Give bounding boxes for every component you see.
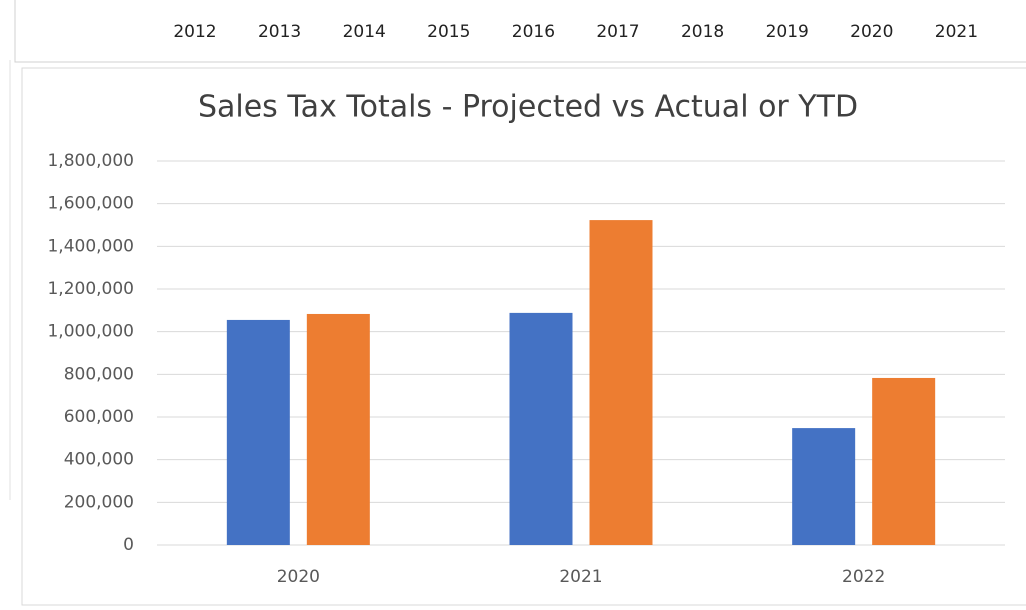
year-button[interactable]: 2016 (512, 22, 555, 42)
y-tick-label: 1,200,000 (47, 279, 134, 299)
bar (589, 220, 653, 546)
year-slicer (14, 0, 1026, 63)
x-tick-label: 2021 (559, 567, 602, 587)
year-button[interactable]: 2014 (343, 22, 386, 42)
bar (509, 312, 573, 545)
year-button[interactable]: 2018 (681, 22, 724, 42)
chart-title: Sales Tax Totals - Projected vs Actual o… (198, 90, 858, 125)
year-button[interactable]: 2020 (850, 22, 893, 42)
y-tick-label: 200,000 (64, 492, 134, 512)
y-tick-label: 1,000,000 (47, 322, 134, 342)
year-button[interactable]: 2012 (173, 22, 216, 42)
y-tick-label: 1,800,000 (47, 151, 134, 171)
bar (226, 319, 290, 545)
y-tick-label: 1,600,000 (47, 194, 134, 214)
y-tick-label: 600,000 (64, 407, 134, 427)
year-button[interactable]: 2015 (427, 22, 470, 42)
year-button[interactable]: 2017 (596, 22, 639, 42)
bar (306, 313, 370, 545)
bar (792, 428, 856, 545)
y-tick-label: 400,000 (64, 450, 134, 470)
year-button[interactable]: 2019 (766, 22, 809, 42)
year-button[interactable]: 2013 (258, 22, 301, 42)
y-tick-label: 1,400,000 (47, 236, 134, 256)
bar (872, 377, 936, 545)
x-tick-label: 2020 (277, 567, 320, 587)
y-tick-label: 800,000 (64, 364, 134, 384)
y-tick-label: 0 (123, 535, 134, 555)
year-button[interactable]: 2021 (935, 22, 978, 42)
x-tick-label: 2022 (842, 567, 885, 587)
